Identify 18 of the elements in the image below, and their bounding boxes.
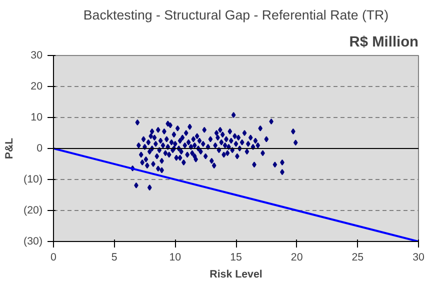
x-tick-label: 0 — [50, 252, 57, 264]
y-tick-label: 10 — [30, 112, 43, 124]
x-tick-label: 15 — [230, 252, 242, 264]
x-tick-label: 30 — [412, 252, 424, 264]
y-tick-label: (20) — [24, 204, 43, 216]
x-tick-label: 5 — [111, 252, 118, 264]
y-tick-label: (30) — [24, 236, 43, 248]
y-tick-label: (10) — [24, 174, 43, 186]
y-tick-label: 20 — [30, 80, 43, 92]
chart-title: Backtesting - Structural Gap - Referential Rate (TR) — [83, 8, 389, 22]
text: R$ Million — [349, 34, 419, 50]
y-axis-title: P&L — [4, 137, 16, 160]
x-axis-title: Risk Level — [210, 268, 262, 280]
x-tick-label: 10 — [169, 252, 182, 264]
y-tick-label: 30 — [30, 50, 43, 62]
y-tick-label: 0 — [36, 142, 43, 154]
x-tick-label: 25 — [352, 252, 364, 264]
x-tick-label: 20 — [290, 252, 303, 264]
